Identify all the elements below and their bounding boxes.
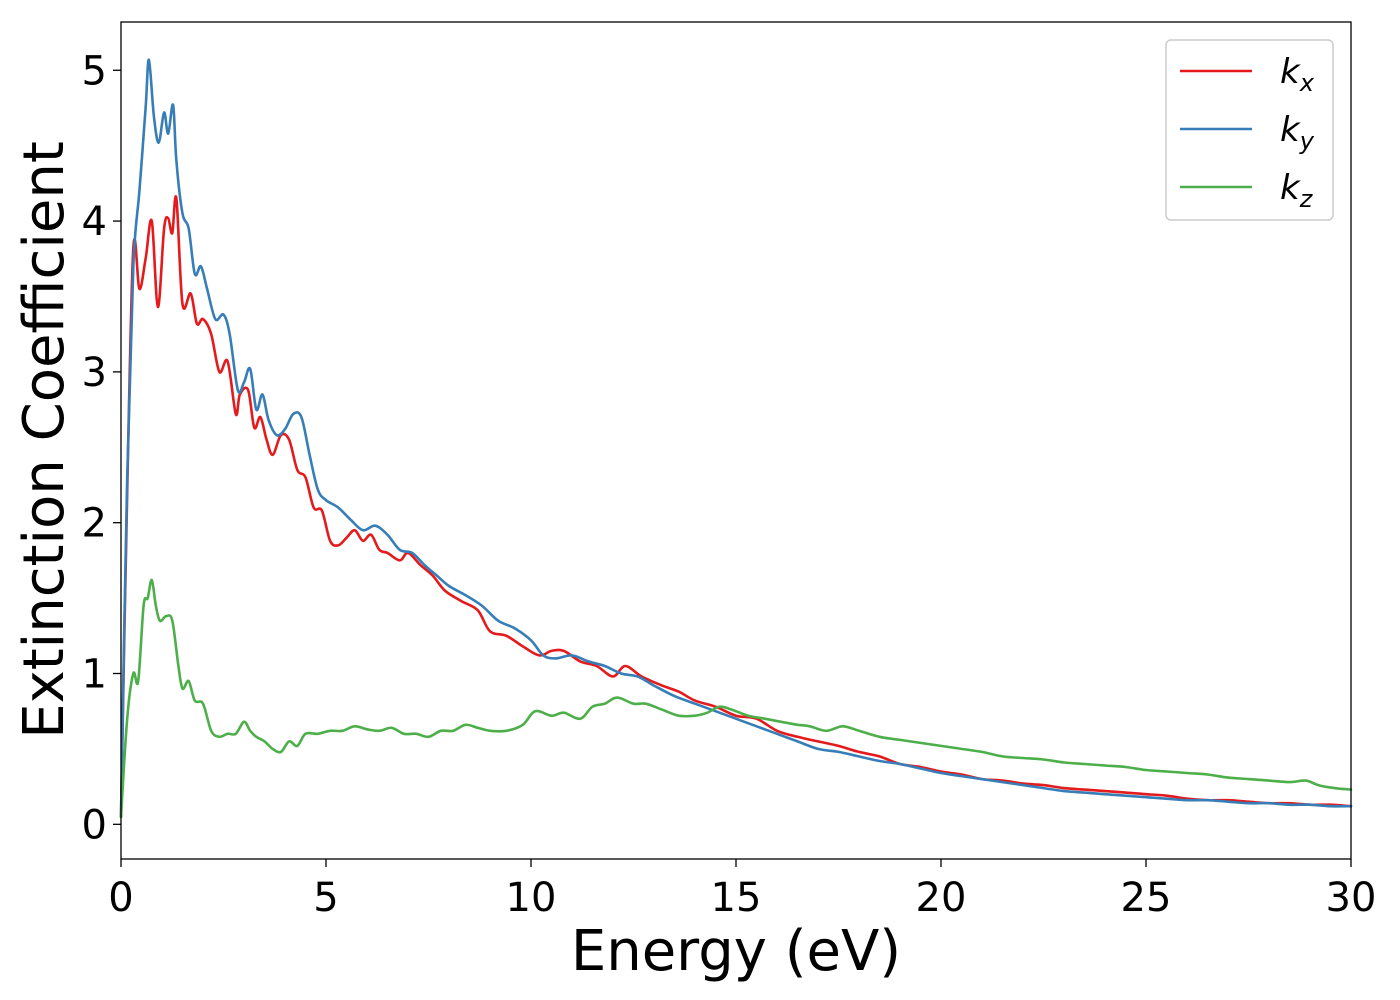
y-axis-title: Extinction Coefficient bbox=[12, 141, 77, 739]
series-layer bbox=[119, 58, 1353, 819]
legend-label-subscript: y bbox=[1299, 127, 1315, 155]
x-tick-label: 5 bbox=[313, 875, 338, 921]
x-axis-title: Energy (eV) bbox=[571, 919, 901, 984]
x-tick-label: 10 bbox=[506, 875, 557, 921]
legend-label-subscript: z bbox=[1299, 185, 1314, 213]
y-tick-label: 2 bbox=[82, 501, 107, 547]
x-tick-label: 20 bbox=[916, 875, 967, 921]
x-tick-label: 0 bbox=[108, 875, 133, 921]
x-axis: 0 5 10 15 20 25 30 bbox=[108, 859, 1376, 921]
y-axis: 0 1 2 3 4 5 bbox=[82, 48, 121, 848]
legend-label-subscript: x bbox=[1299, 69, 1315, 97]
y-tick-label: 5 bbox=[82, 48, 107, 94]
series-line-ky bbox=[119, 58, 1353, 819]
y-tick-label: 1 bbox=[82, 652, 107, 698]
x-tick-label: 30 bbox=[1326, 875, 1377, 921]
y-tick-label: 4 bbox=[82, 199, 107, 245]
series-line-kx bbox=[119, 195, 1353, 819]
series-line-kz bbox=[119, 578, 1353, 819]
y-tick-label: 3 bbox=[82, 350, 107, 396]
y-tick-label: 0 bbox=[82, 802, 107, 848]
x-tick-label: 25 bbox=[1121, 875, 1172, 921]
x-tick-label: 15 bbox=[711, 875, 762, 921]
